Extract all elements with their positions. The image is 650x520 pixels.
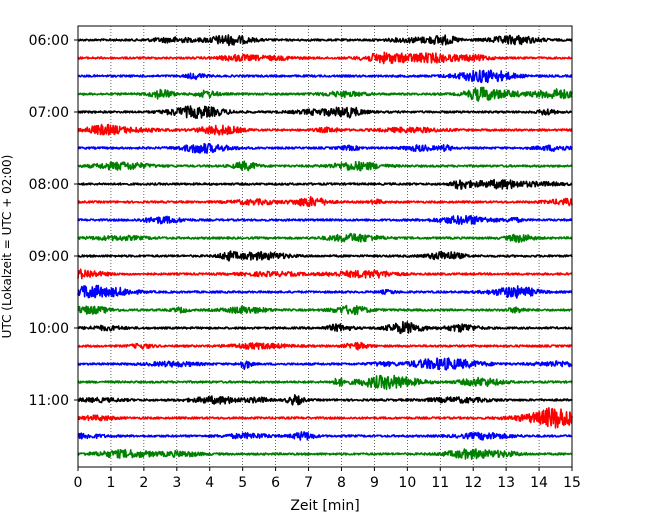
trace-0845 [77,232,573,244]
trace-0900 [77,250,573,262]
y-tick-label: 08:00 [29,177,69,193]
x-tick-label: 8 [337,475,346,491]
trace-0715 [77,123,573,136]
trace-0930 [77,284,573,299]
x-axis-label: Zeit [min] [290,498,359,514]
trace-0745 [77,160,573,172]
x-tick-label: 6 [271,475,280,491]
trace-1030 [77,357,573,371]
trace-1000 [77,320,573,335]
trace-0800 [77,178,573,190]
y-tick-label: 09:00 [29,249,69,265]
y-tick-label: 07:00 [29,105,69,121]
x-tick-label: 9 [370,475,379,491]
x-tick-label: 15 [563,475,581,491]
trace-0700 [77,105,573,119]
x-axis-ticks: 0 1 2 3 4 5 6 7 8 9 10 11 12 13 14 15 [74,467,581,491]
trace-0615 [77,51,573,65]
trace-0645 [77,86,573,102]
x-tick-label: 4 [205,475,214,491]
trace-layer [77,34,573,460]
x-tick-label: 10 [398,475,416,491]
x-tick-label: 1 [106,475,115,491]
trace-0945 [77,304,573,316]
trace-1100 [77,394,573,406]
x-tick-label: 2 [139,475,148,491]
trace-1145 [77,448,573,460]
trace-0730 [77,142,573,154]
trace-1045 [77,374,573,390]
x-tick-label: 7 [304,475,313,491]
y-tick-label: 10:00 [29,321,69,337]
x-tick-label: 5 [238,475,247,491]
y-axis-ticks: 06:00 07:00 08:00 09:00 10:00 11:00 [29,33,78,409]
trace-0815 [77,196,573,207]
x-tick-label: 14 [530,475,548,491]
y-tick-label: 11:00 [29,393,69,409]
y-tick-label: 06:00 [29,33,69,49]
trace-1115 [77,407,573,429]
trace-1130 [77,431,573,441]
trace-0630 [77,69,573,84]
x-tick-label: 12 [464,475,482,491]
x-tick-label: 11 [431,475,449,491]
trace-0830 [77,214,573,226]
x-tick-label: 3 [172,475,181,491]
plot-frame [77,25,573,468]
trace-0915 [77,268,573,280]
x-tick-label: 0 [74,475,83,491]
trace-1015 [77,341,573,351]
y-axis-label: UTC (Lokalzeit = UTC + 02:00) [0,155,14,339]
x-tick-label: 13 [497,475,515,491]
trace-0600 [77,34,573,47]
